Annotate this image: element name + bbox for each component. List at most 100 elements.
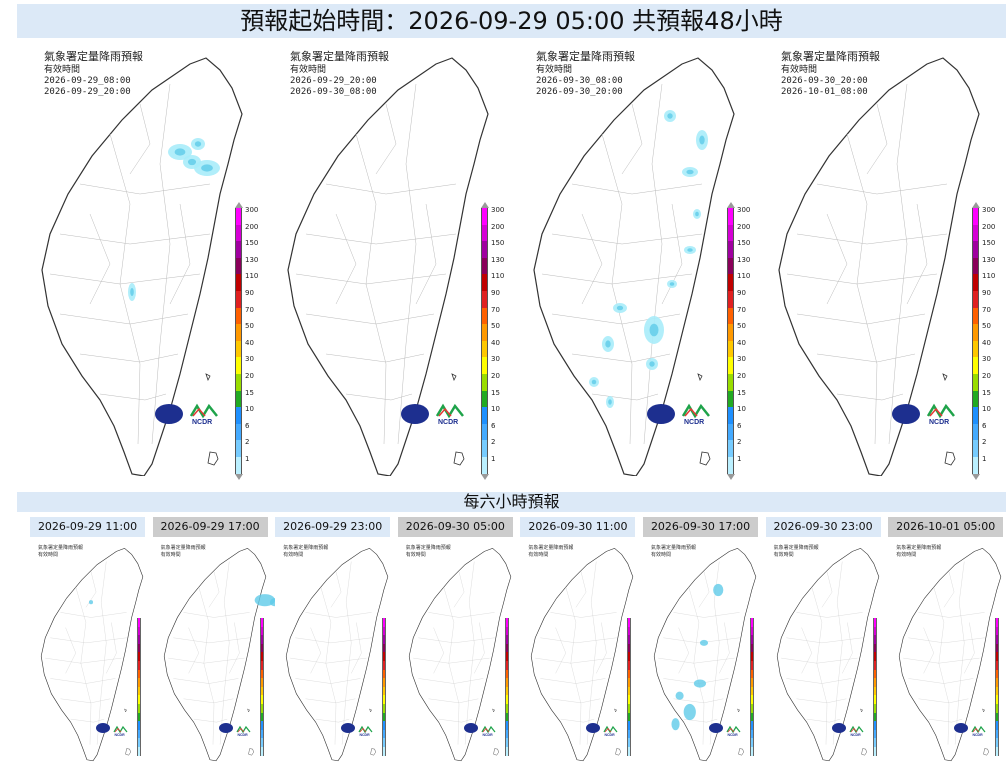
legend-swatch [750,695,754,704]
six-hour-tab[interactable]: 2026-09-29 11:00 [30,517,145,537]
rain-area [269,598,275,607]
legend-label: 30 [245,355,254,364]
six-hour-map-panel[interactable]: 氣象署定量降雨預報 有效時間 NCDR [766,540,888,762]
legend-swatch [972,373,979,391]
ncdr-logo-icon: NCDR [435,402,465,426]
legend-swatch [259,746,264,756]
legend-swatch [750,729,754,739]
six-hour-map-panel[interactable]: 氣象署定量降雨預報 有效時間 NCDR [153,540,275,762]
six-hour-map-panel[interactable]: 氣象署定量降雨預報 有效時間 NCDR [888,540,1006,762]
rain-core [194,141,202,147]
legend-swatch [750,618,754,627]
legend-swatch [995,660,1000,670]
legend-label: 10 [737,405,746,414]
legend-label: 20 [737,372,746,380]
legend-label: 15 [982,388,991,397]
rain-area [675,691,684,700]
legend-swatch [872,618,877,627]
legend-swatch [481,456,488,474]
legend-swatch [995,703,1000,713]
legend-label: 20 [982,372,991,380]
six-hour-tab[interactable]: 2026-09-30 17:00 [643,517,758,537]
legend-label: 200 [737,222,751,231]
legend-label: 40 [245,338,254,347]
legend-arrow-up-icon [971,202,980,208]
legend-label: 300 [982,206,996,214]
legend-label: 1 [491,455,496,463]
legend-swatch [235,456,242,474]
taiwan-outline [531,547,634,762]
legend-swatch [235,407,242,424]
six-hour-tab[interactable]: 2026-09-30 23:00 [765,517,881,537]
legend-swatch [259,678,264,687]
taiwan-outline [163,547,266,762]
cwa-logo-icon [709,723,723,733]
qpf-map-panel[interactable]: 氣象署定量降雨預報 有效時間 2026-09-30_08:00 2026-09-30_… [512,44,752,480]
legend-swatch [727,423,734,441]
six-hour-map-panel[interactable]: 氣象署定量降雨預報 有效時間 NCDR [30,540,152,762]
orchid-island [983,748,990,756]
cwa-logo-icon [341,723,356,733]
svg-text:NCDR: NCDR [438,419,458,426]
panel-title: 氣象署定量降雨預報 [283,545,329,551]
legend-label: 20 [491,372,500,380]
orchid-island [493,748,499,756]
six-hour-tab[interactable]: 2026-09-29 23:00 [275,517,391,537]
township-boundaries [413,561,495,745]
orchid-island [370,748,377,756]
legend-swatch [750,712,754,722]
legend-swatch [504,695,509,704]
six-hour-tab[interactable]: 2026-09-30 11:00 [520,517,636,537]
legend-label: 50 [245,322,254,331]
legend-swatch [627,626,632,636]
legend-label: 200 [245,222,259,231]
legend-swatch [627,738,632,747]
six-hour-map-panel[interactable]: 氣象署定量降雨預報 有效時間 NCDR [520,540,642,762]
legend-swatch [750,643,754,653]
panel-subtitle: 有效時間 [283,552,304,558]
legend-swatch [259,618,264,627]
legend-label: 90 [491,289,500,297]
orchid-island [860,748,867,756]
rainfall-legend: 300 200 150 130 110 90 70 50 40 30 20 15 10 6 2 1 [234,202,259,480]
legend-swatch [259,703,264,713]
legend-swatch [504,746,509,756]
legend-swatch [235,208,242,225]
legend-swatch [727,224,734,242]
qpf-map-panel[interactable]: 氣象署定量降雨預報 有效時間 2026-09-29_20:00 2026-09-30_… [266,44,506,480]
six-hour-map-panel[interactable]: 氣象署定量降雨預報 有效時間 NCDR [275,540,397,762]
orchid-island [738,748,744,756]
rain-core [187,158,197,166]
ncdr-logo-icon: NCDR [926,402,956,426]
six-hour-tab[interactable]: 2026-10-01 05:00 [888,517,1004,537]
panel-title: 氣象署定量降雨預報 [896,545,942,551]
township-boundaries [49,83,211,445]
legend-swatch [259,669,264,679]
valid-time-end: 2026-09-30_20:00 [536,87,623,97]
legend-swatch [627,712,632,722]
legend-label: 300 [737,206,751,214]
legend-label: 1 [737,455,742,463]
six-hour-map-panel[interactable]: 氣象署定量降雨預報 有效時間 NCDR [643,540,765,762]
legend-label: 30 [737,355,746,364]
legend-swatch [504,729,509,739]
qpf-map-panel[interactable]: 氣象署定量降雨預報 有效時間 2026-09-30_20:00 2026-10-01_… [757,44,997,480]
six-hour-map-panel[interactable]: 氣象署定量降雨預報 有效時間 NCDR [398,540,520,762]
orchid-island [615,748,622,756]
legend-swatch [872,703,877,713]
six-hour-tab[interactable]: 2026-09-30 05:00 [397,517,513,537]
panel-subtitle: 有效時間 [38,552,59,558]
legend-swatch [137,652,141,661]
legend-label: 15 [737,388,746,397]
legend-swatch [504,643,509,653]
qpf-map-panel[interactable]: 氣象署定量降雨預報 有效時間 2026-09-29_08:00 2026-09-29_… [20,44,260,480]
legend-swatch [382,712,387,722]
taiwan-outline [776,547,879,762]
legend-swatch [627,686,632,696]
taiwan-outline [287,57,489,476]
legend-swatch [627,729,632,739]
six-hour-tab[interactable]: 2026-09-29 17:00 [152,517,268,537]
valid-time-end: 2026-09-30_08:00 [290,87,377,97]
legend-swatch [137,703,141,713]
legend-label: 130 [245,255,259,264]
